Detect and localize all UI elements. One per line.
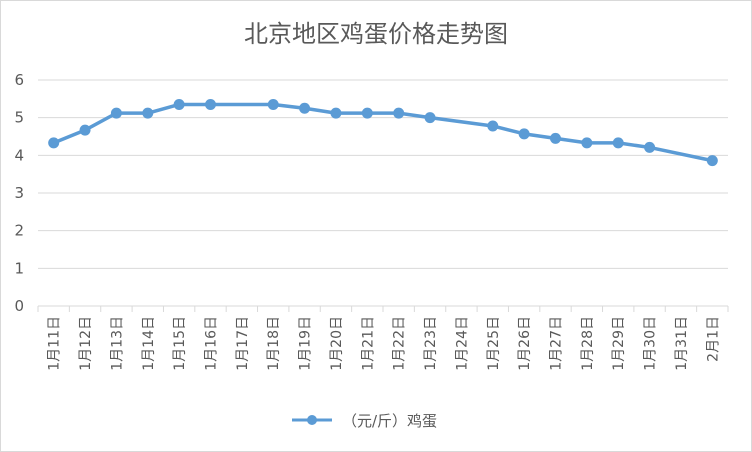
data-point — [205, 98, 216, 110]
legend-label: （元/斤）鸡蛋 — [342, 411, 438, 430]
x-tick-label: 1月11日 — [47, 316, 63, 371]
data-point — [48, 137, 60, 149]
x-tick-label: 1月16日 — [204, 316, 220, 371]
y-tick-label: 5 — [14, 109, 24, 127]
x-tick-label: 2月1日 — [705, 316, 721, 362]
x-tick-label: 1月15日 — [172, 316, 188, 371]
x-tick-label: 1月31日 — [674, 316, 690, 371]
x-tick-label: 1月23日 — [423, 316, 439, 371]
legend-marker — [292, 415, 332, 425]
data-point — [267, 98, 279, 110]
data-point — [487, 120, 499, 132]
x-tick-label: 1月17日 — [235, 316, 251, 371]
data-point — [393, 107, 405, 119]
y-tick-label: 3 — [14, 184, 24, 202]
x-tick-label: 1月27日 — [549, 316, 565, 371]
x-tick-label: 1月24日 — [454, 316, 470, 371]
data-point — [299, 102, 311, 114]
data-point — [173, 98, 185, 110]
x-tick-label: 1月13日 — [109, 316, 125, 371]
data-point — [706, 155, 718, 167]
x-tick-label: 1月22日 — [392, 316, 408, 371]
y-tick-label: 2 — [14, 222, 24, 240]
y-tick-label: 6 — [14, 71, 24, 89]
chart-title: 北京地区鸡蛋价格走势图 — [244, 20, 508, 48]
x-tick-label: 1月26日 — [517, 316, 533, 371]
y-tick-label: 1 — [14, 259, 24, 277]
data-point — [142, 107, 154, 119]
data-point — [361, 107, 373, 119]
data-point — [79, 124, 91, 136]
legend: （元/斤）鸡蛋 — [290, 410, 437, 430]
data-point — [518, 128, 530, 140]
x-tick-label: 1月25日 — [486, 316, 502, 371]
y-tick-label: 0 — [14, 297, 24, 315]
data-point — [644, 141, 656, 153]
x-tick-label: 1月19日 — [298, 316, 314, 371]
x-tick-label: 1月29日 — [611, 316, 627, 371]
x-tick-label: 1月21日 — [360, 316, 376, 371]
x-tick-label: 1月20日 — [329, 316, 345, 371]
x-tick-label: 1月18日 — [266, 316, 282, 371]
x-tick-label: 1月30日 — [643, 316, 659, 371]
data-point — [330, 107, 342, 119]
x-tick-label: 1月28日 — [580, 316, 596, 371]
data-point — [110, 107, 122, 119]
x-tick-label: 1月12日 — [78, 316, 94, 371]
data-point — [424, 112, 436, 124]
x-tick-label: 1月14日 — [141, 316, 157, 371]
data-point — [581, 137, 593, 149]
data-point — [612, 137, 624, 149]
data-point — [550, 132, 561, 144]
y-tick-label: 4 — [14, 146, 24, 164]
